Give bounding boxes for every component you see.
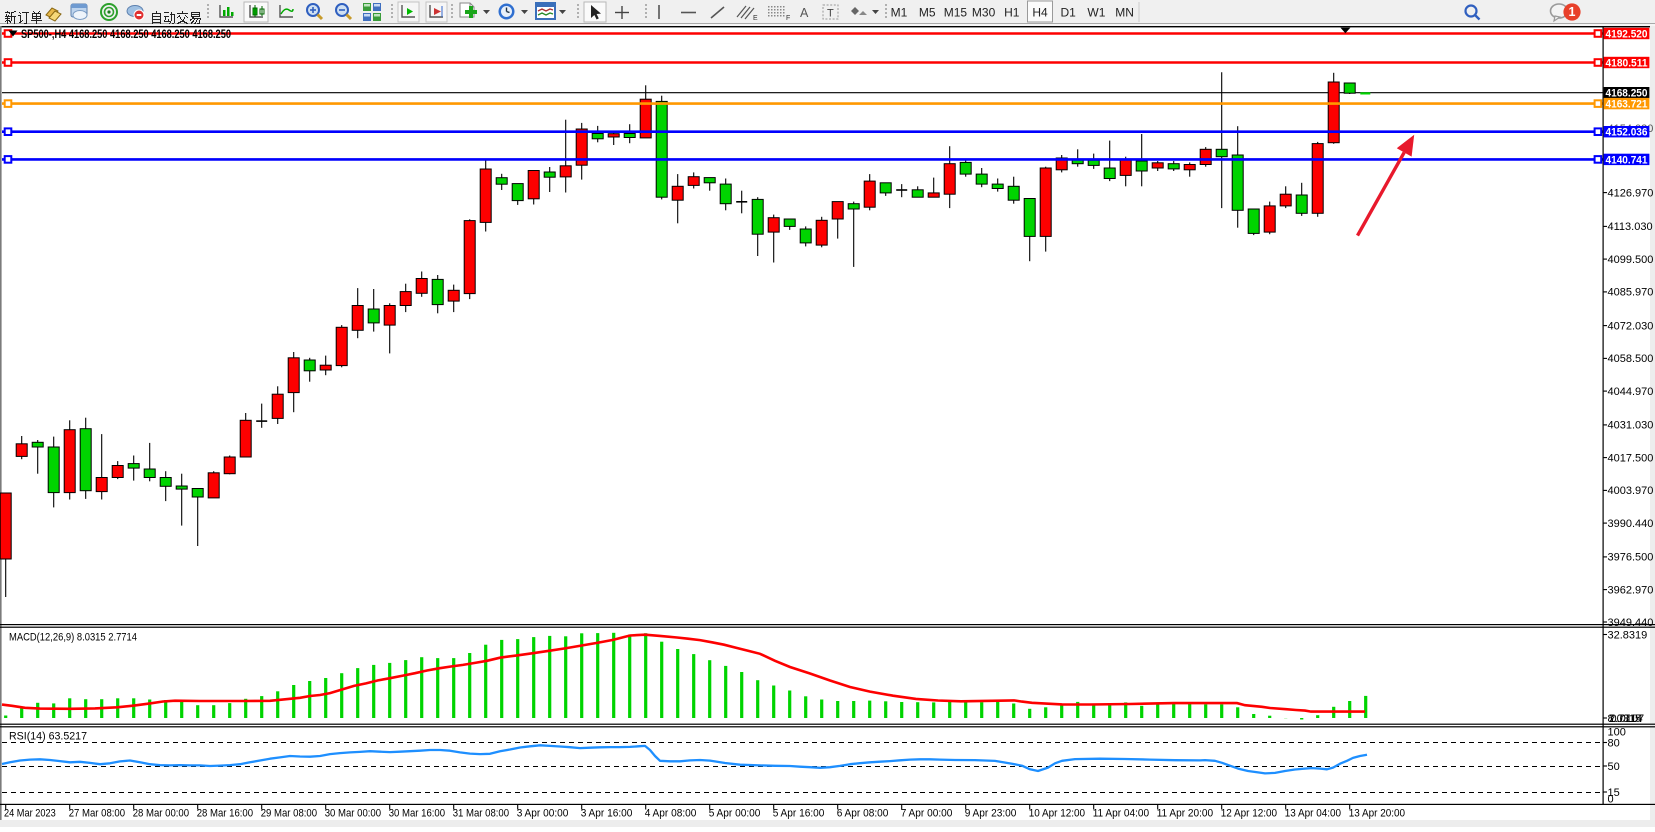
svg-text:11 Apr 04:00: 11 Apr 04:00	[1093, 808, 1149, 820]
svg-text:4017.500: 4017.500	[1608, 452, 1654, 464]
svg-text:10 Apr 12:00: 10 Apr 12:00	[1029, 808, 1085, 820]
svg-text:MACD(12,26,9) 8.0315 2.7714: MACD(12,26,9) 8.0315 2.7714	[9, 632, 137, 644]
svg-text:5 Apr 00:00: 5 Apr 00:00	[709, 808, 761, 820]
svg-text:27 Mar 08:00: 27 Mar 08:00	[69, 808, 125, 820]
svg-text:4072.030: 4072.030	[1608, 320, 1654, 332]
svg-text:4126.970: 4126.970	[1608, 187, 1654, 199]
svg-text:28 Mar 00:00: 28 Mar 00:00	[133, 808, 189, 820]
svg-text:4180.511: 4180.511	[1606, 58, 1648, 70]
svg-text:3976.500: 3976.500	[1608, 552, 1654, 564]
svg-text:F: F	[786, 15, 790, 22]
svg-text:24 Mar 2023: 24 Mar 2023	[4, 808, 56, 820]
svg-text:4192.520: 4192.520	[1606, 29, 1648, 41]
svg-text:12 Apr 12:00: 12 Apr 12:00	[1221, 808, 1277, 820]
svg-text:7 Apr 00:00: 7 Apr 00:00	[901, 808, 953, 820]
svg-text:80: 80	[1608, 737, 1620, 749]
svg-text:MN: MN	[1115, 6, 1134, 20]
svg-text:4058.500: 4058.500	[1608, 353, 1654, 365]
svg-text:13 Apr 20:00: 13 Apr 20:00	[1349, 808, 1405, 820]
svg-text:W1: W1	[1087, 6, 1105, 20]
svg-text:4163.721: 4163.721	[1606, 99, 1648, 111]
svg-text:1: 1	[1569, 5, 1576, 19]
svg-text:28 Mar 16:00: 28 Mar 16:00	[197, 808, 253, 820]
svg-text:4085.970: 4085.970	[1608, 287, 1654, 299]
svg-text:0: 0	[1608, 794, 1614, 806]
svg-text:4099.500: 4099.500	[1608, 254, 1654, 266]
svg-text:6 Apr 08:00: 6 Apr 08:00	[837, 808, 889, 820]
svg-text:4044.970: 4044.970	[1608, 386, 1654, 398]
svg-text:SP500-,H4 4168.250 4168.250 4: SP500-,H4 4168.250 4168.250 4168.250 416…	[21, 29, 231, 41]
svg-text:13 Apr 04:00: 13 Apr 04:00	[1285, 808, 1341, 820]
svg-text:9 Apr 23:00: 9 Apr 23:00	[965, 808, 1017, 820]
svg-text:30 Mar 16:00: 30 Mar 16:00	[389, 808, 445, 820]
svg-text:M1: M1	[891, 6, 908, 20]
svg-text:50: 50	[1608, 761, 1620, 773]
svg-text:31 Mar 08:00: 31 Mar 08:00	[453, 808, 509, 820]
svg-text:RSI(14) 63.5217: RSI(14) 63.5217	[9, 731, 87, 743]
svg-text:D1: D1	[1061, 6, 1077, 20]
svg-text:4152.036: 4152.036	[1606, 127, 1648, 139]
svg-text:A: A	[800, 6, 809, 20]
svg-text:11 Apr 20:00: 11 Apr 20:00	[1157, 808, 1213, 820]
svg-text:4113.030: 4113.030	[1608, 221, 1653, 233]
svg-text:H1: H1	[1004, 6, 1020, 20]
svg-text:H4: H4	[1032, 6, 1048, 20]
svg-text:E: E	[753, 15, 758, 22]
svg-text:4003.970: 4003.970	[1608, 485, 1654, 497]
svg-text:3949.440: 3949.440	[1608, 617, 1654, 629]
svg-text:4140.741: 4140.741	[1606, 154, 1648, 166]
svg-text:M15: M15	[944, 6, 968, 20]
svg-text:3962.970: 3962.970	[1608, 584, 1654, 596]
svg-text:M30: M30	[972, 6, 996, 20]
svg-text:4 Apr 08:00: 4 Apr 08:00	[645, 808, 697, 820]
svg-text:3 Apr 16:00: 3 Apr 16:00	[581, 808, 633, 820]
svg-text:3990.440: 3990.440	[1608, 518, 1654, 530]
svg-text:M5: M5	[919, 6, 936, 20]
svg-text:5 Apr 16:00: 5 Apr 16:00	[773, 808, 825, 820]
svg-text:4031.030: 4031.030	[1608, 420, 1654, 432]
svg-text:0.0107: 0.0107	[1611, 713, 1645, 725]
svg-text:29 Mar 08:00: 29 Mar 08:00	[261, 808, 317, 820]
svg-text:32.8319: 32.8319	[1608, 629, 1648, 641]
svg-text:T: T	[827, 8, 834, 20]
svg-text:3 Apr 00:00: 3 Apr 00:00	[517, 808, 569, 820]
svg-text:30 Mar 00:00: 30 Mar 00:00	[325, 808, 381, 820]
